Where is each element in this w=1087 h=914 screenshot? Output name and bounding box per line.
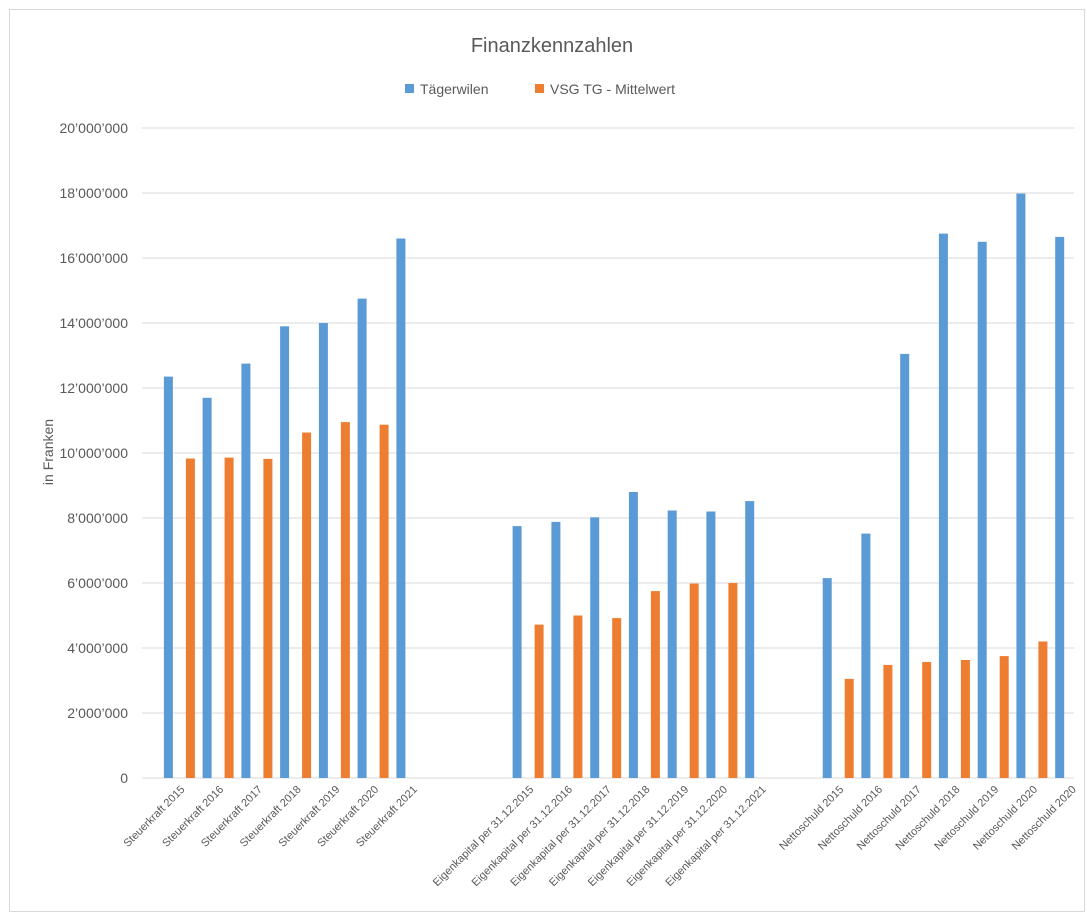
- bar-taegerwilen: [706, 511, 716, 778]
- bar-vsg-tg-mittelwert: [573, 615, 583, 778]
- bar-vsg-tg-mittelwert: [302, 432, 312, 778]
- y-tick-label: 12’000’000: [59, 380, 128, 396]
- bar-taegerwilen: [861, 533, 871, 778]
- legend-swatch-vsg-tg-mittelwert: [535, 84, 544, 93]
- legend: Tägerwilen VSG TG - Mittelwert: [405, 81, 675, 97]
- bar-taegerwilen: [745, 501, 755, 778]
- legend-label-taegerwilen: Tägerwilen: [420, 81, 488, 97]
- y-tick-label: 10’000’000: [59, 445, 128, 461]
- bar-taegerwilen: [318, 323, 328, 778]
- gridlines: [142, 127, 1074, 779]
- bar-vsg-tg-mittelwert: [185, 458, 195, 778]
- bar-vsg-tg-mittelwert: [922, 662, 932, 778]
- bar-vsg-tg-mittelwert: [340, 422, 350, 778]
- bar-taegerwilen: [551, 521, 561, 778]
- bar-vsg-tg-mittelwert: [883, 664, 893, 778]
- bar-taegerwilen: [628, 492, 638, 778]
- bar-taegerwilen: [900, 353, 910, 778]
- y-tick-label: 4’000’000: [67, 640, 128, 656]
- bar-taegerwilen: [512, 526, 522, 778]
- bar-taegerwilen: [977, 241, 987, 779]
- bar-vsg-tg-mittelwert: [960, 660, 970, 778]
- y-tick-label: 18’000’000: [59, 185, 128, 201]
- bar-vsg-tg-mittelwert: [844, 678, 854, 778]
- bar-taegerwilen: [202, 397, 212, 779]
- y-tick-label: 16’000’000: [59, 250, 128, 266]
- bar-taegerwilen: [396, 238, 406, 778]
- bar-vsg-tg-mittelwert: [534, 624, 544, 778]
- y-tick-label: 0: [120, 770, 128, 786]
- bar-vsg-tg-mittelwert: [263, 458, 273, 778]
- bar-taegerwilen: [280, 326, 290, 778]
- bar-vsg-tg-mittelwert: [689, 583, 699, 778]
- y-tick-label: 14’000’000: [59, 315, 128, 331]
- bar-taegerwilen: [938, 233, 948, 779]
- bar-taegerwilen: [1016, 193, 1026, 779]
- y-axis-title: in Franken: [40, 419, 56, 485]
- bar-vsg-tg-mittelwert: [999, 656, 1009, 778]
- bar-vsg-tg-mittelwert: [612, 618, 622, 778]
- y-tick-label: 20’000’000: [59, 120, 128, 136]
- y-axis-ticks: 0 2’000’000 4’000’000 6’000’000 8’000’000 10’…: [59, 120, 128, 786]
- x-category-label: Nettoschuld 2015: [777, 784, 846, 853]
- bar-taegerwilen: [241, 363, 251, 778]
- bar-taegerwilen: [357, 298, 367, 778]
- chart-title: Finanzkennzahlen: [471, 35, 633, 57]
- legend-swatch-taegerwilen: [405, 84, 414, 93]
- bar-vsg-tg-mittelwert: [728, 583, 738, 778]
- bars: [163, 193, 1065, 779]
- bar-vsg-tg-mittelwert: [224, 457, 234, 778]
- y-tick-label: 6’000’000: [67, 575, 128, 591]
- y-tick-label: 8’000’000: [67, 510, 128, 526]
- bar-vsg-tg-mittelwert: [650, 591, 660, 778]
- y-tick-label: 2’000’000: [67, 705, 128, 721]
- legend-label-vsg-tg-mittelwert: VSG TG - Mittelwert: [550, 81, 675, 97]
- bar-taegerwilen: [667, 510, 677, 778]
- bar-vsg-tg-mittelwert: [379, 424, 389, 778]
- bar-taegerwilen: [822, 578, 832, 778]
- bar-taegerwilen: [163, 376, 173, 778]
- bar-taegerwilen: [590, 517, 600, 778]
- bar-taegerwilen: [1055, 236, 1065, 778]
- bar-vsg-tg-mittelwert: [1038, 641, 1048, 778]
